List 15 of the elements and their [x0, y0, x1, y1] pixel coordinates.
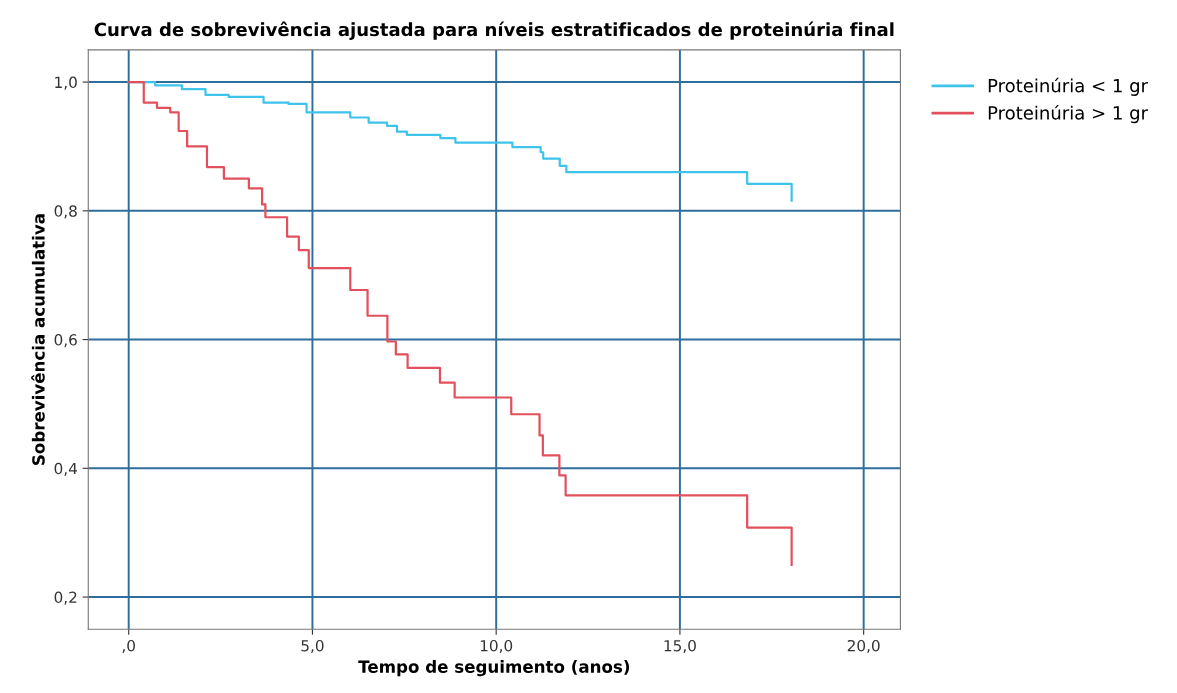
- legend-label: Proteinúria > 1 gr: [988, 104, 1149, 124]
- x-tick-label: ,0: [122, 639, 135, 654]
- x-tick-label: 20,0: [847, 639, 880, 654]
- x-tick-label: 5,0: [301, 639, 324, 654]
- y-axis-title: Sobrevivência acumulativa: [31, 214, 45, 465]
- chart-title: Curva de sobrevivência ajustada para níveis estratificados de proteinúria final: [94, 21, 894, 40]
- y-tick-label: 1,0: [55, 76, 77, 90]
- y-tick-label: 0,8: [54, 205, 77, 219]
- legend-label: Proteinúria < 1 gr: [988, 77, 1149, 96]
- x-tick-label: 10,0: [480, 639, 513, 654]
- y-tick-label: 0,2: [54, 591, 77, 605]
- y-tick-label: 0,4: [54, 462, 77, 476]
- y-tick-label: 0,6: [54, 334, 77, 348]
- x-axis-title: Tempo de seguimento (anos): [358, 660, 630, 677]
- x-tick-label: 15,0: [664, 639, 696, 654]
